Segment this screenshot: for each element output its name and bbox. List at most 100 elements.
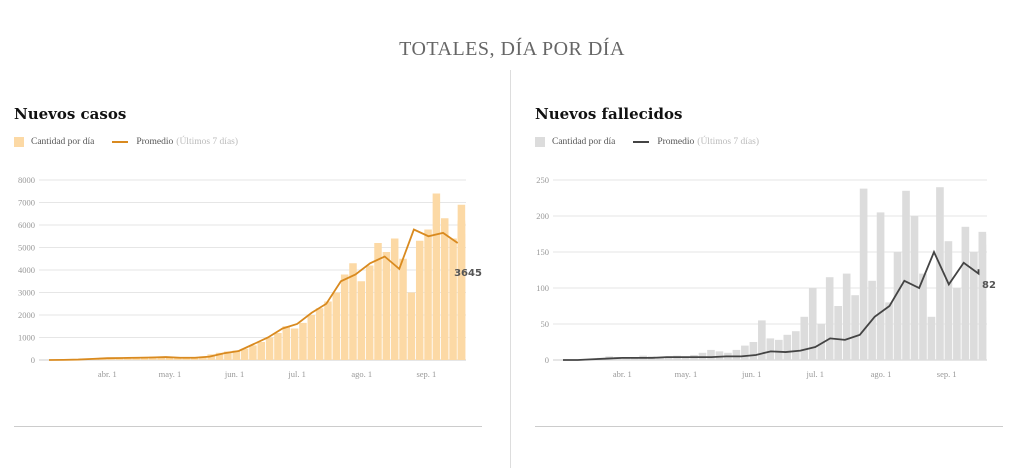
legend-line-note: (Últimos 7 días) (697, 137, 760, 147)
bar (232, 350, 240, 360)
bar (851, 295, 859, 360)
bar (842, 273, 851, 360)
x-tick-label: jul. 1 (287, 369, 305, 379)
bar (307, 315, 316, 360)
bar (274, 333, 282, 360)
bar (749, 342, 758, 360)
bar (265, 337, 274, 360)
bar (775, 339, 783, 360)
bar (365, 265, 374, 360)
bar (758, 320, 766, 360)
divider (14, 426, 482, 427)
legend-line-note: (Últimos 7 días) (176, 137, 239, 147)
bar (732, 349, 741, 360)
bar (224, 351, 232, 360)
bar (432, 193, 441, 360)
deaths-chart: 0 50 100 150 200 250 abr. 1 may. 1 jun. 1 jul. 1 a… (536, 175, 996, 379)
bar (791, 331, 800, 360)
bar (282, 326, 291, 360)
average-line (48, 228, 459, 361)
legend-bar-swatch (535, 137, 545, 147)
legend-bar-swatch (14, 137, 24, 147)
bar (656, 357, 664, 360)
legend-line-label: Promedio (657, 137, 695, 147)
y-tick-label: 4000 (18, 265, 35, 275)
bar (944, 241, 953, 360)
bar (215, 352, 224, 360)
bar (715, 351, 724, 360)
bar (382, 252, 391, 360)
bar (257, 342, 266, 360)
bar (808, 288, 817, 360)
bar (766, 338, 775, 360)
bar (902, 190, 910, 360)
bar (165, 357, 174, 360)
bar (910, 216, 919, 360)
y-tick-label: 2000 (18, 310, 35, 320)
legend: Cantidad por día Promedio (Últimos 7 día… (535, 137, 1005, 147)
bar (936, 187, 944, 360)
y-tick-label: 0 (545, 355, 549, 365)
bar (457, 277, 466, 360)
bar (825, 277, 834, 360)
x-tick-label: ago. 1 (351, 369, 372, 379)
bar (315, 308, 324, 360)
legend: Cantidad por día Promedio (Últimos 7 día… (14, 137, 484, 147)
bar (340, 274, 349, 360)
bar (961, 226, 970, 360)
bar (449, 238, 457, 360)
y-tick-label: 50 (541, 319, 550, 329)
y-tick-label: 8000 (18, 175, 35, 185)
bar (399, 258, 407, 360)
bar (349, 263, 357, 360)
bar (707, 349, 715, 360)
bar (970, 252, 978, 360)
bar (249, 345, 257, 360)
cases-panel: Nuevos casos Cantidad por día Promedio (… (14, 105, 484, 379)
bar (374, 243, 382, 360)
y-tick-label: 3000 (18, 288, 35, 298)
y-tick-label: 1000 (18, 333, 35, 343)
divider (510, 70, 511, 468)
bar (199, 356, 207, 360)
legend-line-swatch (112, 141, 129, 143)
last-value-label: 3645 (454, 268, 482, 279)
bar (207, 354, 215, 360)
y-tick-label: 0 (31, 355, 35, 365)
x-tick-label: may. 1 (159, 369, 182, 379)
x-tick-label: abr. 1 (98, 369, 117, 379)
bar (182, 357, 190, 360)
bar (299, 322, 307, 360)
bar (859, 188, 868, 360)
bar (332, 292, 341, 360)
y-tick-label: 250 (536, 175, 549, 185)
y-tick-label: 6000 (18, 220, 35, 230)
bar (927, 316, 936, 360)
x-tick-label: may. 1 (675, 369, 698, 379)
x-tick-label: ago. 1 (871, 369, 892, 379)
bar (240, 348, 249, 360)
bar (132, 357, 140, 360)
bar (357, 281, 366, 360)
bar (157, 356, 165, 360)
x-tick-label: abr. 1 (613, 369, 632, 379)
bar (622, 357, 630, 360)
bar (324, 301, 332, 360)
bar (407, 292, 416, 360)
x-tick-label: jul. 1 (806, 369, 824, 379)
page-title: TOTALES, DÍA POR DÍA (399, 38, 625, 60)
bar (424, 229, 432, 360)
divider (535, 426, 1003, 427)
bar (919, 273, 927, 360)
bar (174, 357, 182, 360)
chart-title: Nuevos fallecidos (535, 105, 683, 123)
cases-chart: 0 1000 2000 3000 4000 5000 6000 7000 8000 abr. 1 m… (18, 175, 482, 379)
bar (800, 316, 809, 360)
x-tick-label: sep. 1 (416, 369, 436, 379)
y-tick-label: 5000 (18, 243, 35, 253)
average-line (563, 249, 980, 361)
bar (783, 334, 792, 360)
legend-bars-label: Cantidad por día (552, 137, 616, 147)
bar (817, 324, 826, 360)
x-tick-label: sep. 1 (937, 369, 957, 379)
